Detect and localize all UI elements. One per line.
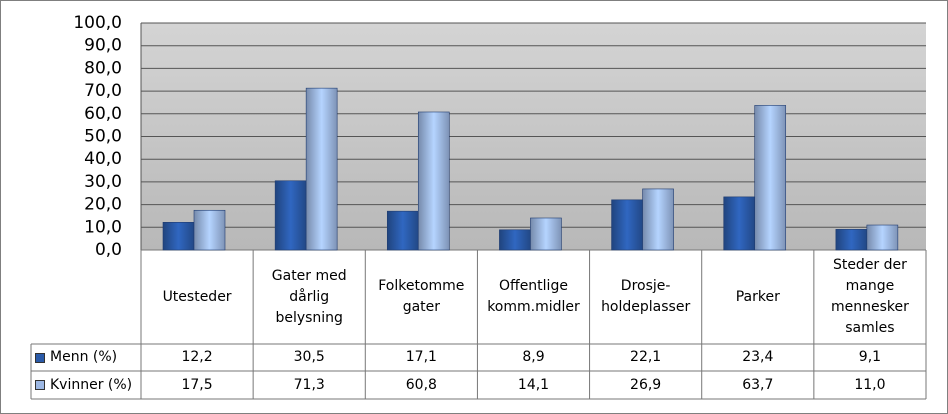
data-table-value: 71,3: [293, 376, 325, 393]
bar: [305, 87, 338, 251]
bar: [530, 217, 562, 251]
category-label: Gater med dårlig belysning: [271, 267, 347, 326]
bar: [611, 199, 643, 251]
y-tick-label: 70,0: [84, 81, 122, 101]
legend-entry: Kvinner (%): [31, 371, 141, 399]
category-label: Offentlige komm.midler: [487, 278, 580, 315]
y-tick-label: 10,0: [84, 217, 122, 237]
category-label: Utesteder: [162, 288, 232, 305]
y-tick-label: 20,0: [84, 195, 122, 215]
y-tick-label: 90,0: [84, 36, 122, 56]
category-label: Parker: [735, 288, 780, 305]
legend-label: Menn (%): [50, 349, 118, 365]
bar: [417, 111, 450, 251]
data-table-value: 30,5: [293, 349, 325, 365]
legend-entry: Menn (%): [31, 344, 141, 371]
y-tick-label: 50,0: [84, 127, 122, 147]
bar: [386, 210, 419, 251]
data-table-value: 22,1: [630, 349, 662, 365]
bar: [642, 188, 674, 251]
y-tick-label: 60,0: [84, 104, 122, 124]
legend-key: [35, 380, 45, 390]
data-table-value: 11,0: [854, 376, 886, 393]
data-table-value: 14,1: [517, 376, 550, 393]
bar: [754, 105, 787, 251]
legend-label: Kvinner (%): [50, 376, 133, 393]
category-label: Folketomme gater: [378, 278, 465, 315]
y-tick-label: 100,0: [73, 13, 122, 33]
category-label: Drosje-holdeplasser: [601, 278, 691, 315]
bar: [274, 180, 307, 251]
data-table-value: 26,9: [630, 376, 662, 393]
y-tick-label: 0,0: [95, 240, 122, 260]
bar: [193, 209, 226, 251]
data-table-value: 17,1: [405, 349, 437, 365]
bar: [162, 222, 195, 251]
legend-key: [35, 352, 45, 363]
bar: [866, 224, 899, 251]
data-table-value: 8,9: [522, 349, 545, 365]
data-table-value: 17,5: [181, 376, 213, 393]
bar: [723, 196, 756, 251]
category-label: Steder der mange mennesker samles: [830, 257, 909, 336]
data-table-value: 60,8: [405, 376, 437, 393]
y-tick-label: 80,0: [84, 58, 122, 78]
y-tick-label: 30,0: [84, 172, 122, 192]
data-table-value: 9,1: [858, 349, 882, 365]
bar: [499, 229, 531, 251]
y-tick-label: 40,0: [84, 149, 122, 169]
data-table-value: 63,7: [742, 376, 774, 393]
data-table-value: 23,4: [742, 349, 774, 365]
bar: [835, 229, 868, 251]
data-table-value: 12,2: [181, 349, 213, 365]
